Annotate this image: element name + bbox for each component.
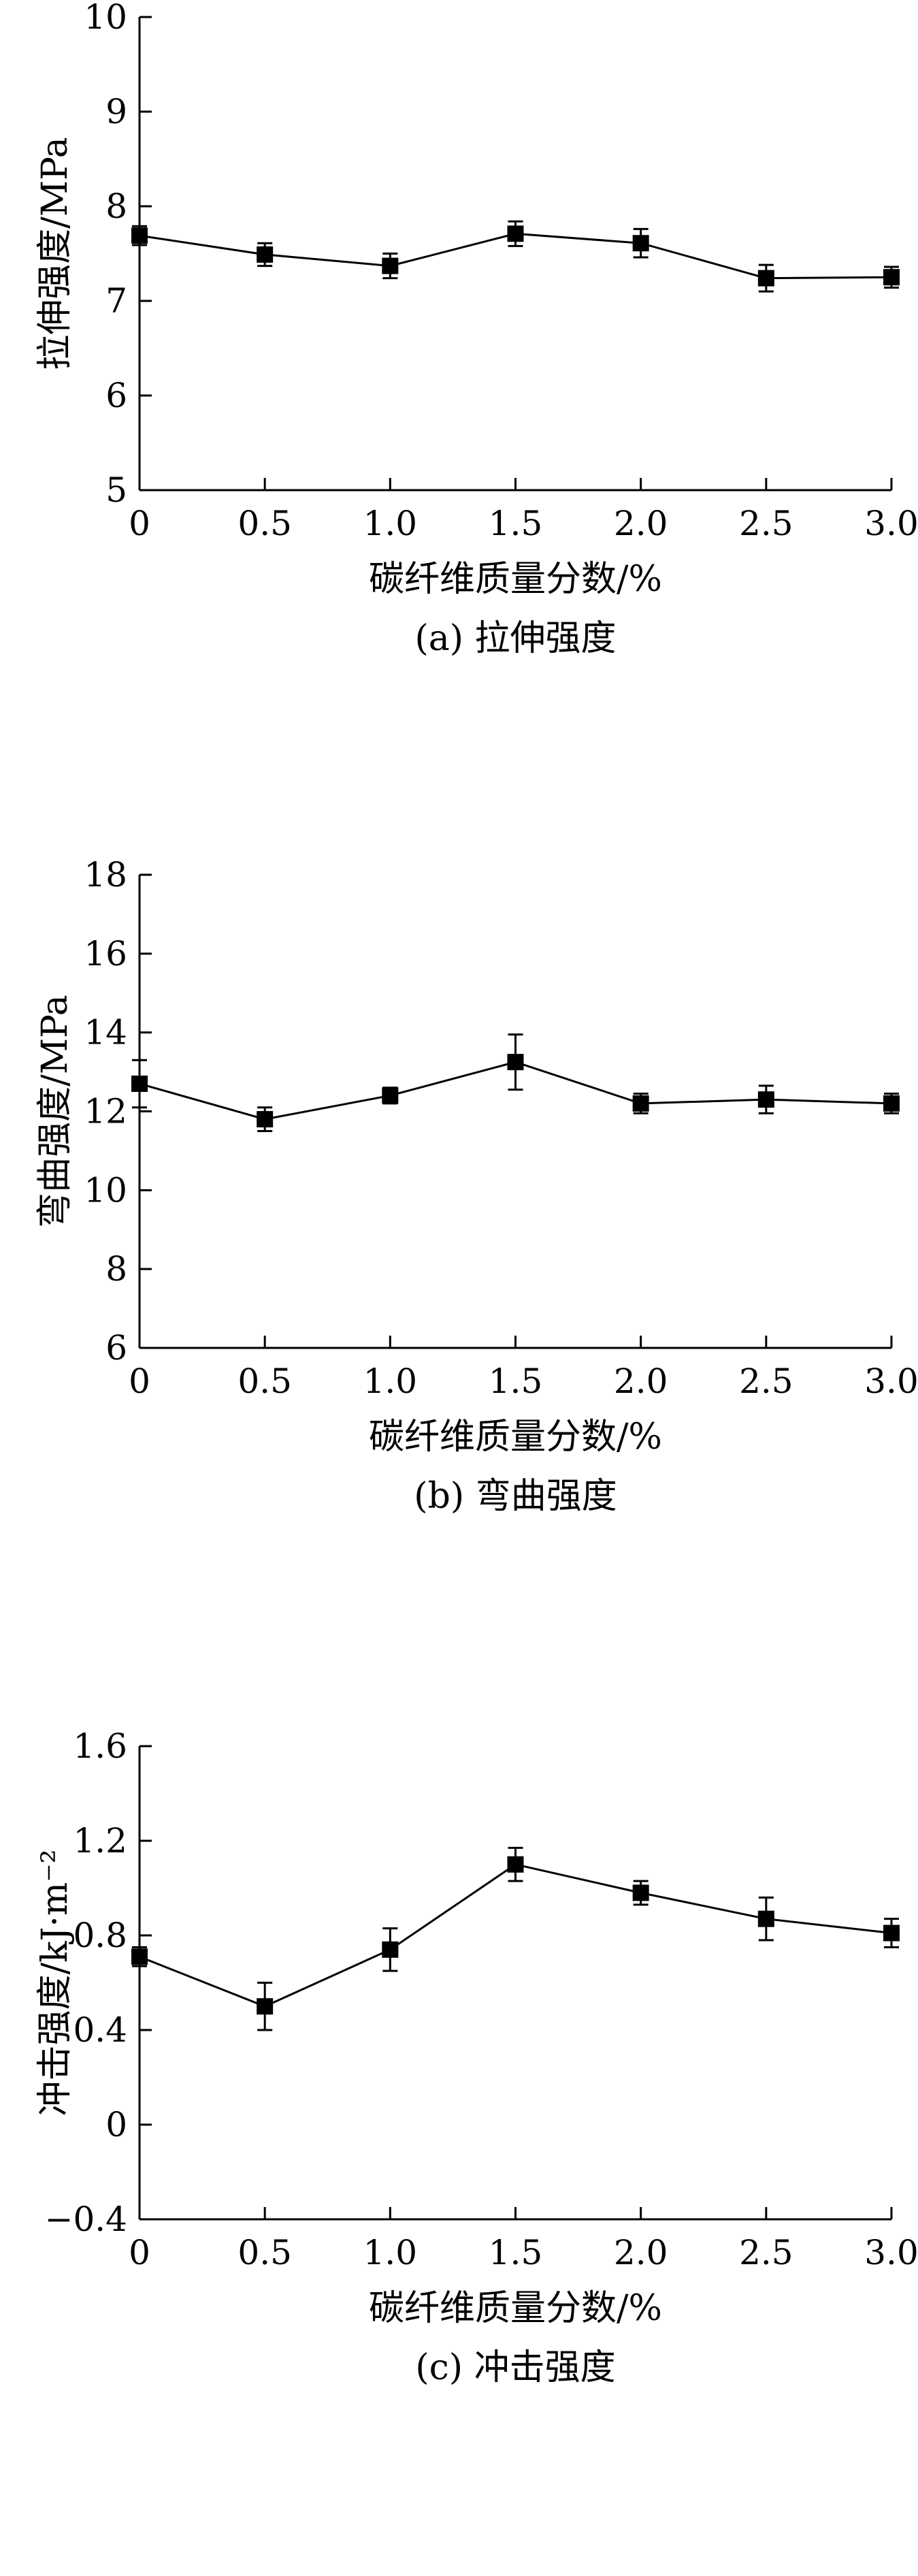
x-tick-label: 2.0: [614, 504, 668, 543]
x-tick-label: 0: [129, 2233, 150, 2272]
data-point: [507, 225, 524, 242]
y-tick-label: −0.4: [45, 2200, 127, 2239]
x-tick-label: 0: [129, 504, 150, 543]
x-tick-label: 1.0: [363, 2233, 418, 2272]
x-tick-label: 2.0: [614, 2233, 668, 2272]
tensile-strength-panel: 5 6 7 8 9 10 0 0.5 1.0 1.5 2.0 2.5 3.0 碳纤维质量分数/% (a) 拉…: [0, 0, 918, 844]
x-tick-label: 2.0: [614, 1362, 668, 1401]
data-point: [257, 1998, 274, 2015]
x-tick-label: 2.5: [739, 2233, 793, 2272]
x-axis-label: 碳纤维质量分数/%: [369, 2288, 662, 2329]
data-point: [131, 227, 148, 244]
y-axis-label: 弯曲强度/MPa: [35, 995, 76, 1227]
y-axis-label: 拉伸强度/MPa: [35, 137, 76, 370]
y-tick-label: 8: [105, 1249, 127, 1289]
data-point: [883, 1925, 900, 1942]
flexural-strength-panel: 6 8 10 12 14 16 18 0 0.5 1.0 1.5 2.0 2.5 3.0 碳纤维质量分数/%…: [0, 858, 918, 1702]
data-point: [632, 1884, 649, 1901]
x-tick-label: 0: [129, 1362, 150, 1401]
y-tick-label: 0: [105, 2105, 127, 2144]
y-tick-label: 9: [105, 92, 127, 131]
data-point: [883, 269, 900, 286]
figure-caption: (c) 冲击强度: [415, 2347, 615, 2388]
y-tick-label: 1.6: [73, 1729, 127, 1766]
flexural-strength-chart: 6 8 10 12 14 16 18 0 0.5 1.0 1.5 2.0 2.5 3.0 碳纤维质量分数/%…: [35, 858, 918, 1517]
y-tick-label: 0.8: [73, 1916, 127, 1955]
y-tick-label: 10: [84, 0, 127, 37]
data-point: [883, 1095, 900, 1112]
x-tick-label: 2.5: [739, 504, 793, 543]
data-point: [507, 1856, 524, 1873]
y-axis-label: 冲击强度/kJ·m⁻²: [35, 1849, 76, 2116]
y-tick-label: 16: [84, 934, 127, 973]
y-tick-label: 10: [84, 1170, 127, 1210]
data-point: [757, 270, 774, 287]
x-tick-label: 3.0: [864, 504, 918, 543]
figure-caption: (a) 拉伸强度: [414, 618, 616, 659]
x-tick-label: 2.5: [739, 1362, 793, 1401]
y-tick-label: 5: [105, 470, 127, 510]
data-point: [131, 1948, 148, 1965]
x-tick-label: 3.0: [864, 2233, 918, 2272]
y-tick-label: 8: [105, 187, 127, 226]
data-point: [382, 257, 399, 274]
data-point: [757, 1910, 774, 1927]
x-axis-label: 碳纤维质量分数/%: [369, 1417, 662, 1458]
tensile-strength-chart: 5 6 7 8 9 10 0 0.5 1.0 1.5 2.0 2.5 3.0 碳纤维质量分数/% (a) 拉…: [35, 0, 918, 659]
figure-caption: (b) 弯曲强度: [414, 1476, 617, 1517]
series-line: [139, 1863, 892, 2008]
y-tick-label: 12: [84, 1092, 127, 1131]
y-tick-label: 1.2: [73, 1821, 127, 1861]
x-tick-label: 0.5: [237, 2233, 292, 2272]
x-tick-label: 1.5: [489, 504, 543, 543]
data-point: [382, 1087, 399, 1104]
x-tick-label: 1.0: [363, 1362, 418, 1401]
y-tick-label: 0.4: [73, 2010, 127, 2050]
y-tick-label: 6: [105, 1328, 127, 1368]
y-tick-label: 18: [84, 858, 127, 895]
data-point: [382, 1941, 399, 1958]
data-point: [131, 1075, 148, 1092]
data-point: [632, 235, 649, 252]
data-point: [507, 1054, 524, 1071]
x-tick-label: 1.5: [489, 1362, 543, 1401]
y-tick-label: 7: [105, 281, 127, 321]
x-tick-label: 0.5: [237, 504, 292, 543]
data-point: [257, 246, 274, 263]
impact-strength-chart: −0.400.40.81.21.60 0.5 1.0 1.5 2.0 2.5 3.0碳纤维质…: [35, 1729, 918, 2388]
y-tick-label: 6: [105, 376, 127, 415]
data-point: [632, 1095, 649, 1112]
y-tick-label: 14: [84, 1013, 127, 1052]
x-tick-label: 1.0: [363, 504, 418, 543]
x-tick-label: 1.5: [489, 2233, 543, 2272]
impact-strength-panel: −0.4 0 0.4 0.8 1.2 1.6 0 0.5 1.0 1.5 2.0 2.5 3.0 碳纤维质…: [0, 1729, 918, 2573]
data-point: [257, 1111, 274, 1128]
data-point: [757, 1091, 774, 1108]
x-tick-label: 3.0: [864, 1362, 918, 1401]
x-axis-label: 碳纤维质量分数/%: [369, 559, 662, 600]
x-tick-label: 0.5: [237, 1362, 292, 1401]
